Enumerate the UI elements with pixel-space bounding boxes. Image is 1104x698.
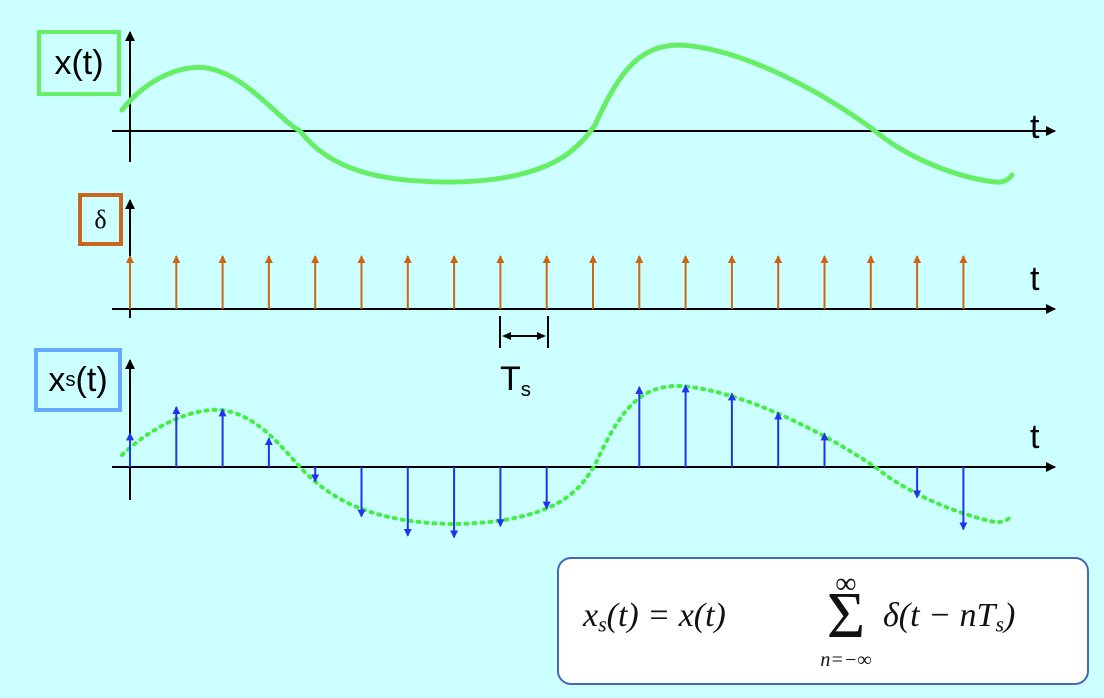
sampled-envelope — [120, 383, 1014, 527]
formula-rhs: δ(t − nTs) — [883, 597, 1015, 638]
sampling-formula-box: xs(t) = x(t) ∞ Σ n=−∞ δ(t − nTs) — [557, 557, 1089, 685]
period-base: T — [500, 360, 521, 398]
delta-label: δ — [78, 193, 123, 246]
sampled-label: x s (t) — [34, 348, 122, 412]
sum-upper-limit: ∞ — [835, 567, 857, 600]
formula-lhs-base: x — [583, 597, 599, 634]
sampling-period-label: Ts — [500, 360, 531, 402]
formula-summation: ∞ Σ n=−∞ — [817, 567, 875, 673]
period-arrow-head-left — [502, 332, 511, 340]
period-arrow-head-right — [537, 332, 546, 340]
signal-label: x(t) — [37, 30, 121, 96]
period-sub: s — [520, 379, 531, 402]
formula-lhs-tail: (t) = x(t) — [606, 597, 726, 634]
signal-curve — [119, 42, 1015, 185]
sampled-axis-t-label: t — [1030, 418, 1040, 456]
formula-rhs-close: ) — [1004, 597, 1016, 634]
sampled-label-base: x — [48, 360, 66, 399]
delta-label-text: δ — [94, 204, 107, 234]
impulse-train — [126, 255, 968, 309]
signal-label-text: x(t) — [54, 43, 104, 82]
formula-lhs-sub: s — [598, 611, 607, 637]
sample-train — [126, 384, 968, 539]
impulse-axis-t-label: t — [1030, 260, 1040, 298]
sum-lower-limit: n=−∞ — [820, 649, 872, 671]
sampled-label-tail: (t) — [75, 360, 108, 399]
formula-rhs-sub: s — [995, 611, 1004, 637]
formula-lhs: xs(t) = x(t) — [583, 597, 726, 638]
formula-rhs-main: δ(t − nT — [883, 597, 996, 634]
sampled-label-sub: s — [65, 368, 76, 391]
sum-symbol: Σ — [826, 579, 866, 652]
signal-axis-t-label: t — [1030, 108, 1040, 146]
